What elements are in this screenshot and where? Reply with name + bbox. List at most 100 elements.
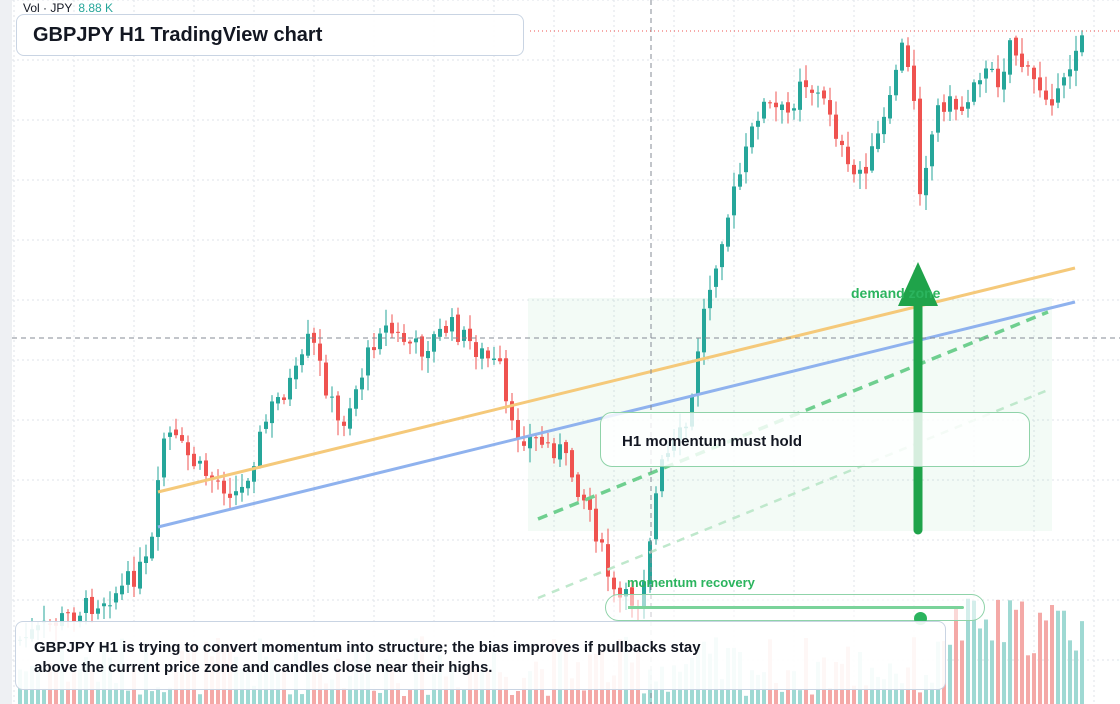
candle-body	[234, 491, 238, 496]
candle-body	[852, 164, 856, 175]
candle-body	[360, 377, 364, 390]
volume-bar	[666, 691, 670, 704]
candle-body	[300, 354, 304, 366]
candle-body	[486, 350, 490, 359]
candle-body	[690, 396, 694, 427]
summary-text: GBPJPY H1 is trying to convert momentum …	[34, 639, 701, 676]
candle-body	[186, 442, 190, 456]
candle-body	[978, 80, 982, 85]
chart-title: GBPJPY H1 TradingView chart	[33, 24, 323, 46]
candle-body	[720, 244, 724, 268]
volume-bar	[978, 628, 982, 704]
candle-body	[948, 96, 952, 112]
candle-body	[348, 408, 352, 429]
candle-body	[876, 133, 880, 149]
candle-body	[288, 377, 292, 400]
left-scale-strip	[0, 0, 12, 704]
candle-body	[1044, 90, 1048, 100]
volume-bar	[810, 694, 814, 704]
candle-body	[204, 460, 208, 476]
candle-body	[702, 308, 706, 353]
volume-bar	[852, 685, 856, 704]
volume-bar	[198, 694, 202, 704]
candle-body	[972, 82, 976, 102]
candle-body	[444, 325, 448, 333]
candle-body	[510, 401, 514, 421]
volume-bar	[162, 692, 166, 704]
volume-bar	[378, 692, 382, 704]
candle-body	[384, 325, 388, 333]
volume-bar	[396, 683, 400, 704]
volume-bar	[252, 685, 256, 704]
candle-body	[954, 98, 958, 110]
candle-body	[66, 612, 70, 614]
candle-body	[606, 544, 610, 577]
momentum-callout: H1 momentum must hold	[600, 412, 1030, 467]
candle-body	[780, 104, 784, 111]
candle-body	[1056, 88, 1060, 103]
volume-bar	[984, 619, 988, 704]
candle-body	[930, 134, 934, 167]
volume-bar	[1062, 610, 1066, 704]
candle-body	[756, 120, 760, 127]
momentum-slider-track	[628, 606, 964, 625]
candle-body	[324, 362, 328, 396]
volume-bar	[1056, 610, 1060, 704]
candle-body	[858, 169, 862, 174]
candle-body	[270, 401, 274, 424]
volume-bar	[642, 693, 646, 704]
candle-body	[168, 432, 172, 437]
volume-bar	[780, 691, 784, 704]
candle-body	[282, 397, 286, 401]
candle-body	[540, 436, 544, 445]
candle-body	[810, 89, 814, 93]
candle-body	[600, 539, 604, 543]
candle-body	[1026, 65, 1030, 67]
candle-body	[1038, 77, 1042, 91]
candle-body	[744, 146, 748, 173]
volume-bar	[606, 682, 610, 704]
volume-bar	[918, 692, 922, 704]
candle-body	[450, 317, 454, 332]
candle-body	[732, 186, 736, 216]
candle-body	[708, 289, 712, 309]
candle-body	[546, 442, 550, 444]
candle-body	[588, 497, 592, 510]
candle-body	[96, 608, 100, 614]
candle-body	[888, 95, 892, 119]
candle-body	[192, 453, 196, 467]
candle-body	[84, 597, 88, 613]
candle-body	[936, 105, 940, 133]
candle-body	[426, 350, 430, 359]
volume-bar	[138, 694, 142, 704]
momentum-slider[interactable]	[605, 594, 985, 625]
volume-bar	[966, 598, 970, 704]
volume-bar	[42, 688, 46, 704]
volume-bar	[462, 689, 466, 704]
candle-body	[660, 459, 664, 492]
volume-bar	[66, 681, 70, 704]
volume-bar	[324, 683, 328, 704]
volume-bar	[408, 690, 412, 704]
candle-body	[774, 102, 778, 108]
candle-body	[468, 328, 472, 342]
candle-body	[1014, 37, 1018, 56]
volume-bar	[1002, 642, 1006, 704]
projection-dashed-light	[537, 388, 1049, 600]
momentum-slider-fill	[628, 606, 921, 609]
volume-bar	[798, 690, 802, 704]
candle-body	[156, 480, 160, 537]
candle-body	[150, 536, 154, 559]
volume-bar	[300, 694, 304, 704]
candle-body	[882, 116, 886, 135]
candle-body	[258, 431, 262, 467]
title-card: GBPJPY H1 TradingView chart	[16, 14, 524, 56]
volume-bar	[990, 640, 994, 704]
candle-body	[108, 605, 112, 607]
candle-body	[528, 435, 532, 449]
volume-bar	[126, 690, 130, 704]
volume-bar	[1074, 650, 1078, 704]
candle-body	[864, 166, 868, 174]
candle-body	[504, 358, 508, 402]
candle-body	[534, 437, 538, 439]
